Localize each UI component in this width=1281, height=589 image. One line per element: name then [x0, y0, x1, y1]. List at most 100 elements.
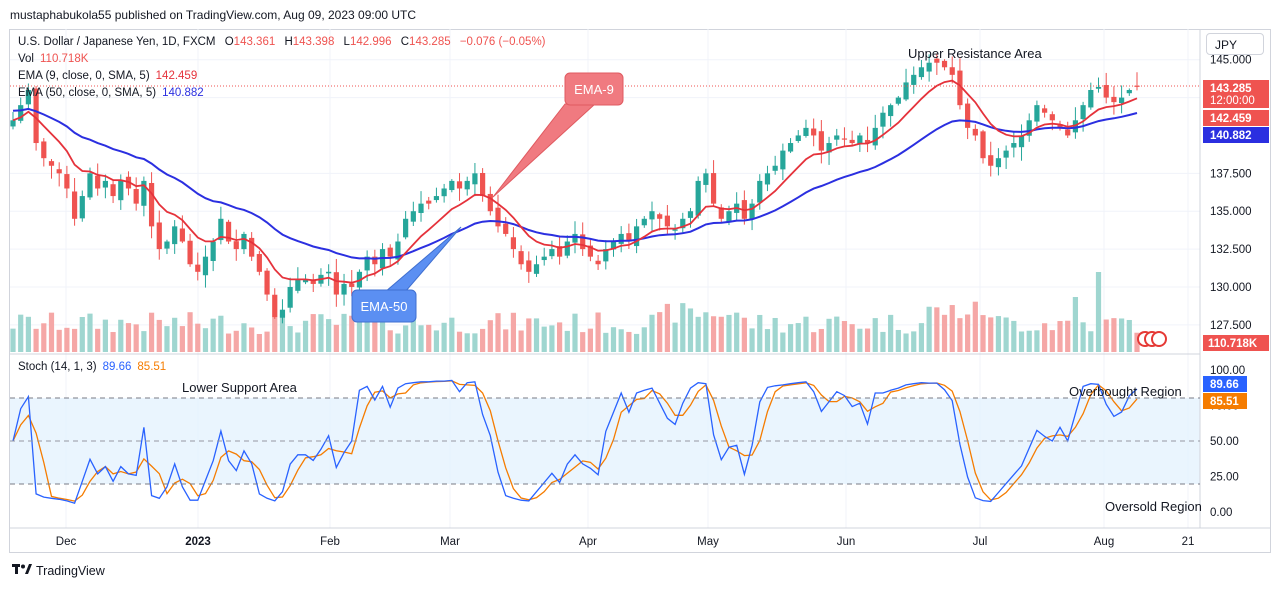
candle-body — [1095, 86, 1102, 89]
candle-body — [795, 135, 801, 141]
candle-body — [241, 233, 247, 250]
candle-body — [349, 283, 355, 287]
candle-body — [233, 241, 239, 250]
candle-body — [287, 286, 293, 308]
ema50-legend: EMA (50, close, 0, SMA, 5) 140.882 — [18, 87, 204, 99]
volume-bar — [749, 328, 755, 352]
candle-body — [71, 191, 78, 219]
candle-body — [518, 251, 524, 265]
candle-body — [456, 181, 463, 189]
time-tick-label: Feb — [320, 536, 340, 548]
volume-bar — [834, 316, 840, 352]
volume-bar — [464, 333, 470, 352]
time-tick-label: Aug — [1094, 536, 1114, 548]
tradingview-logo-icon — [12, 563, 32, 578]
candle-body — [187, 240, 193, 265]
last-price-badge — [1203, 80, 1269, 108]
candle-body — [603, 249, 609, 262]
candle-body — [302, 279, 309, 283]
volume-bar — [356, 321, 363, 352]
candle-body — [633, 226, 640, 247]
volume-bar — [1080, 322, 1086, 352]
candle-body — [780, 150, 786, 170]
ema9-line — [12, 79, 1138, 284]
volume-bar — [926, 306, 932, 352]
candle-body — [965, 103, 971, 128]
volume-bar — [687, 308, 694, 352]
volume-bar — [803, 316, 809, 352]
volume-bar — [118, 319, 124, 352]
volume-bar — [610, 327, 617, 352]
volume-bar — [557, 322, 563, 352]
ema9-badge — [1203, 110, 1269, 126]
volume-bar — [726, 314, 732, 352]
volume-bar — [341, 313, 347, 352]
candle-body — [726, 211, 732, 223]
footer-brand[interactable]: TradingView — [12, 563, 105, 578]
volume-bar — [133, 324, 139, 352]
volume-bar — [541, 326, 547, 352]
candle-body — [526, 260, 532, 272]
volume-bar — [487, 320, 493, 352]
candle-body — [156, 222, 162, 250]
volume-bar — [195, 323, 201, 352]
candle-body — [225, 221, 232, 242]
candle-body — [895, 97, 901, 104]
lower-support-label: Lower Support Area — [182, 380, 298, 395]
candle-body — [864, 139, 871, 144]
volume-bar — [141, 331, 147, 352]
candle-body — [1134, 85, 1140, 87]
candle-body — [1042, 108, 1048, 113]
price-tick-label: 127.500 — [1210, 320, 1252, 332]
candles — [10, 53, 1140, 324]
stoch-d-badge-value: 85.51 — [1210, 396, 1239, 408]
volume-bar — [1095, 272, 1102, 352]
ohlc-legend: U.S. Dollar / Japanese Yen, 1D, FXCM O14… — [18, 36, 546, 48]
candle-body — [333, 272, 339, 295]
currency-button[interactable]: JPY — [1206, 33, 1264, 55]
upper-resistance-label: Upper Resistance Area — [908, 46, 1042, 61]
stoch-k-badge — [1203, 376, 1247, 392]
volume-bar — [849, 324, 855, 352]
candle-body — [372, 256, 378, 265]
candle-body — [10, 120, 16, 127]
time-tick-label: Jul — [973, 536, 988, 548]
oversold-label: Oversold Region — [1105, 499, 1202, 514]
volume-bar — [1034, 330, 1040, 352]
candle-body — [95, 175, 101, 189]
candle-body — [310, 279, 316, 284]
candle-body — [595, 260, 601, 265]
candle-body — [256, 254, 262, 272]
volume-bar — [1018, 331, 1025, 352]
candle-body — [64, 174, 70, 189]
volume-bar — [710, 316, 717, 352]
candle-body — [387, 247, 393, 257]
time-tick-label: May — [697, 536, 719, 548]
candle-body — [179, 228, 185, 242]
ema50-line — [12, 107, 1138, 260]
candle-body — [295, 279, 301, 291]
volume-bar — [718, 316, 724, 352]
candle-body — [48, 161, 55, 166]
volume-bar — [995, 316, 1002, 352]
candle-body — [1018, 135, 1025, 148]
volume-bar — [102, 319, 108, 352]
volume-bar — [225, 333, 232, 352]
volume-bar — [626, 331, 632, 352]
volume-bar — [125, 323, 132, 352]
volume-bar — [680, 303, 686, 352]
volume-bar — [287, 326, 293, 352]
candle-body — [980, 131, 986, 159]
volume-bar — [672, 322, 678, 352]
volume-bar — [795, 323, 801, 352]
candle-body — [903, 82, 909, 100]
volume-bar — [326, 319, 332, 352]
volume-bar — [618, 329, 624, 352]
candle-body — [610, 241, 617, 250]
volume-bar — [980, 315, 986, 352]
time-tick-label: 21 — [1182, 536, 1195, 548]
volume-bar — [349, 315, 355, 352]
volume-bar — [210, 318, 216, 352]
candle-body — [880, 112, 886, 127]
